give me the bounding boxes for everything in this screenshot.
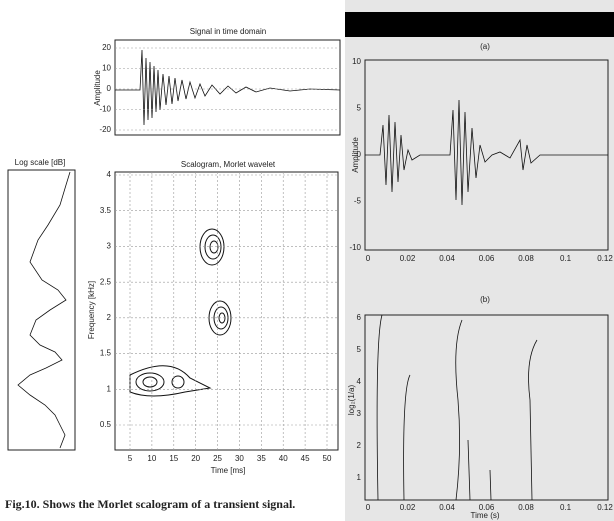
log-curve (18, 172, 70, 448)
y-tick-label: 0.5 (100, 420, 112, 429)
y-tick-label: -10 (349, 243, 361, 252)
plot-b-label: (b) (480, 295, 490, 304)
x-tick-label: 40 (279, 454, 288, 463)
x-tick-label: 25 (213, 454, 222, 463)
x-tick-label: 0.02 (400, 254, 416, 263)
plot-b-ylabel: log₂(1/a) (347, 385, 356, 416)
log-plot-title: Log scale [dB] (15, 158, 66, 167)
x-tick-label: 30 (235, 454, 244, 463)
x-tick-label: 0 (366, 503, 371, 512)
time-plot-ylabel: Amplitude (93, 70, 102, 106)
x-tick-label: 0.12 (597, 503, 613, 512)
x-tick-label: 0.12 (597, 254, 613, 263)
scalogram-title: Scalogram, Morlet wavelet (181, 160, 276, 169)
plot-a-label: (a) (480, 42, 490, 51)
y-tick-label: -10 (99, 105, 111, 114)
time-plot-title: Signal in time domain (190, 27, 266, 36)
time-signal (115, 50, 340, 125)
x-tick-label: 0.06 (479, 254, 495, 263)
x-tick-label: 50 (323, 454, 332, 463)
y-tick-label: 6 (357, 313, 362, 322)
y-tick-label: 5 (357, 345, 362, 354)
y-tick-label: 2.5 (100, 277, 112, 286)
x-tick-label: 0.08 (518, 254, 534, 263)
x-tick-label: 0.04 (439, 254, 455, 263)
y-tick-label: -5 (354, 197, 362, 206)
x-tick-label: 0.1 (560, 254, 572, 263)
x-tick-label: 0.08 (518, 503, 534, 512)
y-tick-label: 4 (357, 377, 362, 386)
black-bar (345, 12, 614, 37)
y-tick-label: 2 (107, 313, 112, 322)
plot-b-xlabel: Time (s) (470, 511, 499, 520)
y-tick-label: 4 (107, 170, 112, 179)
x-tick-label: 10 (147, 454, 156, 463)
y-tick-label: 0 (107, 84, 112, 93)
x-tick-label: 5 (128, 454, 133, 463)
y-tick-label: 1.5 (100, 349, 112, 358)
y-tick-label: 20 (102, 43, 111, 52)
y-tick-label: -20 (99, 125, 111, 134)
y-tick-label: 1 (357, 473, 362, 482)
page: Signal in time domain Amplitude Log scal… (0, 0, 614, 521)
y-tick-label: 10 (352, 57, 361, 66)
y-tick-label: 1 (107, 384, 112, 393)
scalogram-ylabel: Frequency [kHz] (87, 281, 96, 339)
y-tick-label: 5 (357, 104, 362, 113)
contours (130, 229, 231, 396)
x-tick-label: 0.04 (439, 503, 455, 512)
y-tick-label: 3 (107, 242, 112, 251)
x-tick-label: 0.02 (400, 503, 416, 512)
scalogram-xlabel: Time [ms] (211, 466, 246, 475)
x-tick-label: 35 (257, 454, 266, 463)
y-tick-label: 3 (357, 409, 362, 418)
y-tick-label: 0 (357, 150, 362, 159)
caption: Fig.10. Shows the Morlet scalogram of a … (5, 497, 295, 511)
x-tick-label: 45 (301, 454, 310, 463)
log-plot-frame (8, 170, 75, 450)
y-tick-label: 2 (357, 441, 362, 450)
x-tick-label: 0.06 (479, 503, 495, 512)
y-tick-label: 3.5 (100, 206, 112, 215)
x-tick-label: 20 (191, 454, 200, 463)
x-tick-label: 0.1 (560, 503, 572, 512)
y-tick-label: 10 (102, 64, 111, 73)
x-tick-label: 15 (169, 454, 178, 463)
x-tick-label: 0 (366, 254, 371, 263)
